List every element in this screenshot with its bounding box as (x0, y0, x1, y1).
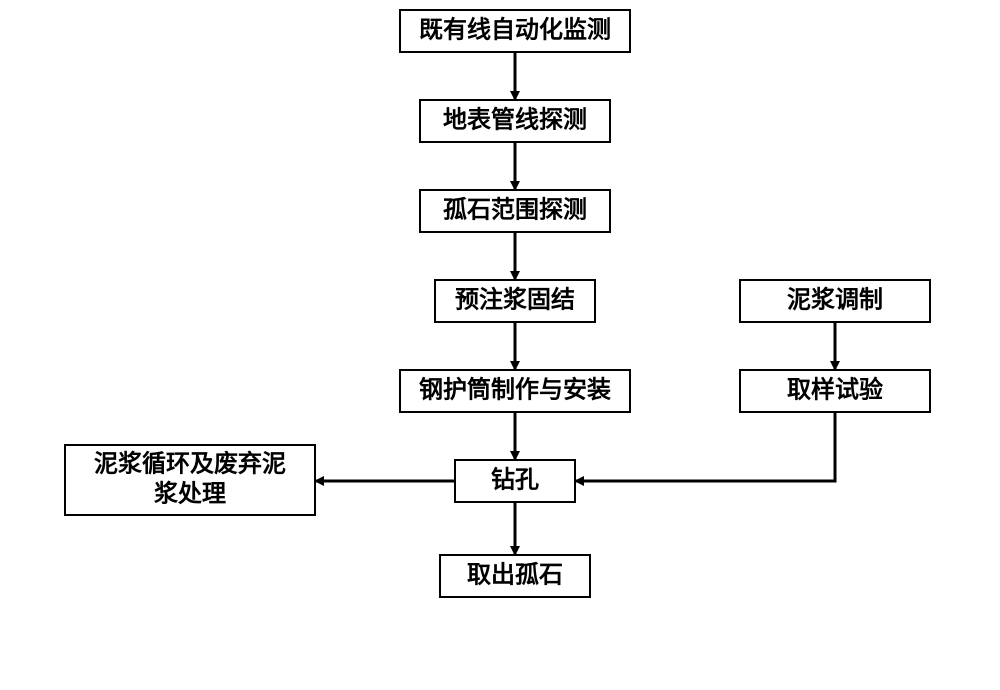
flow-node-label: 既有线自动化监测 (419, 16, 611, 44)
flow-node-n7: 取出孤石 (440, 555, 590, 597)
flow-node-label: 钢护筒制作与安装 (419, 376, 611, 404)
flow-edge-m2-n6 (575, 412, 835, 481)
flow-node-s1: 泥浆循环及废弃泥浆处理 (65, 445, 315, 515)
flow-node-label: 取出孤石 (467, 561, 563, 589)
flow-node-n5: 钢护筒制作与安装 (400, 370, 630, 412)
flow-node-label-line1: 泥浆循环及废弃泥 (94, 450, 286, 478)
flow-node-m1: 泥浆调制 (740, 280, 930, 322)
flow-node-label: 孤石范围探测 (443, 196, 587, 224)
flow-node-label: 预注浆固结 (455, 286, 575, 314)
flow-node-label: 钻孔 (491, 467, 539, 494)
flow-node-m2: 取样试验 (740, 370, 930, 412)
flow-node-label: 地表管线探测 (443, 106, 587, 134)
flow-node-n4: 预注浆固结 (435, 280, 595, 322)
flow-node-n3: 孤石范围探测 (420, 190, 610, 232)
flow-node-n2: 地表管线探测 (420, 100, 610, 142)
flow-node-n6: 钻孔 (455, 460, 575, 502)
flow-node-n1: 既有线自动化监测 (400, 10, 630, 52)
flow-node-label-line2: 浆处理 (154, 480, 226, 508)
flow-node-label: 取样试验 (787, 376, 883, 404)
flow-node-label: 泥浆调制 (787, 286, 883, 314)
